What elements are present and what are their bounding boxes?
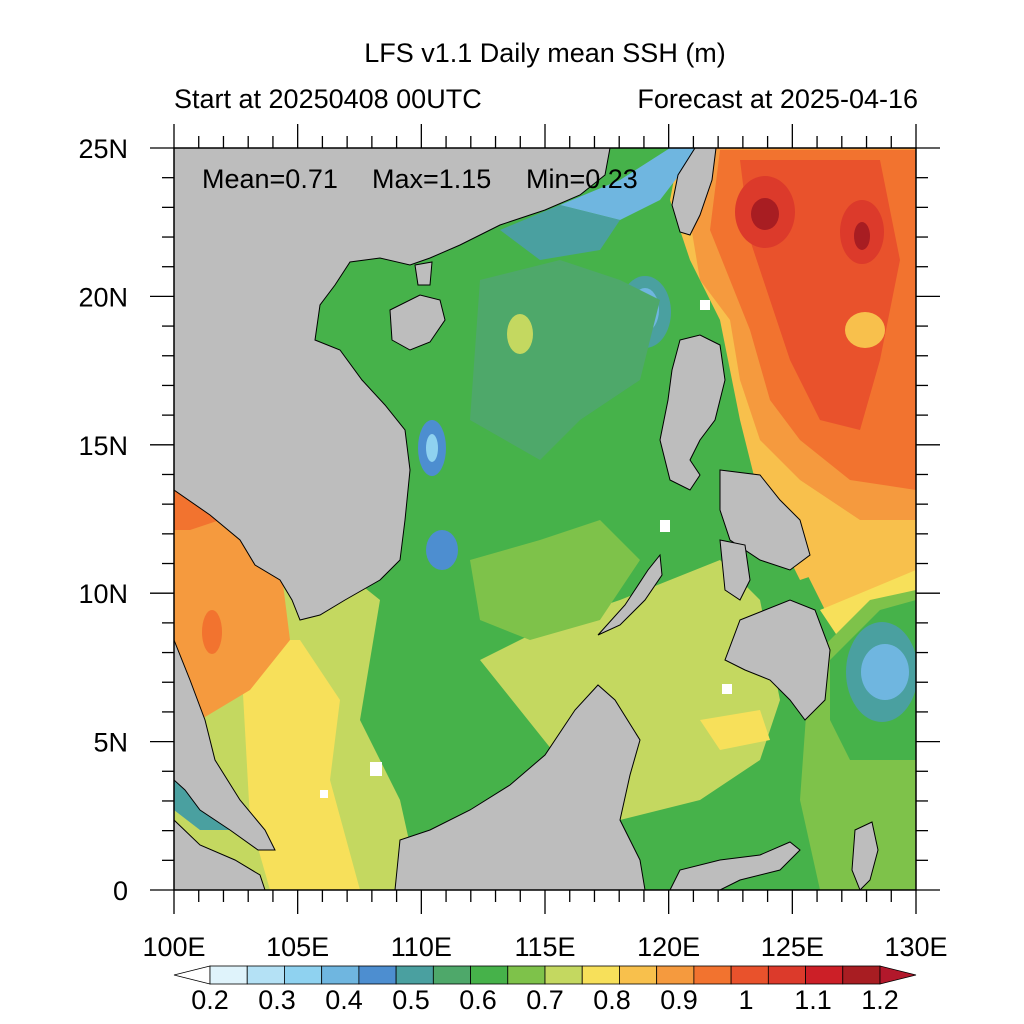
colorbar-swatch	[246, 965, 285, 985]
colorbar-swatch	[842, 965, 881, 985]
land-halmahera	[851, 821, 879, 890]
colorbar-swatch	[470, 965, 509, 985]
colorbar-label: 0.5	[392, 985, 430, 1015]
tick-marks	[150, 124, 940, 914]
ssh-region-core-b-inner	[854, 222, 870, 250]
land-malay-peninsula	[174, 639, 276, 851]
x-tick-label: 100E	[142, 932, 205, 962]
stats-text: Mean=0.71 Max=1.15 Min=0.23	[202, 164, 638, 194]
colorbar-label: 0.9	[660, 985, 698, 1015]
land-hainan	[389, 294, 446, 351]
tick-labels: 100E 105E 110E 115E 120E 125E 130E 0 5N 10N 15N 20N…	[78, 134, 947, 962]
y-tick-label: 25N	[78, 134, 128, 164]
land-central-islands	[719, 539, 751, 601]
colorbar-swatch	[209, 965, 248, 985]
ssh-region-low-d	[426, 530, 458, 570]
colorbar-swatch	[767, 965, 806, 985]
y-tick-label: 0	[113, 876, 128, 906]
x-tick-label: 110E	[391, 932, 452, 962]
forecast-date-label: Forecast at 2025-04-16	[637, 84, 918, 114]
x-tick-label: 130E	[884, 932, 947, 962]
stat-min: Min=0.23	[526, 164, 638, 194]
ssh-region-yellow-spot	[845, 312, 885, 348]
land-taiwan	[671, 148, 717, 236]
colorbar-label: 1.2	[861, 985, 899, 1015]
land-borneo	[394, 684, 646, 890]
colorbar-swatch	[432, 965, 471, 985]
ssh-region-low-teal-band	[470, 260, 660, 460]
land-palawan	[597, 553, 663, 636]
map-title: LFS v1.1 Daily mean SSH (m)	[364, 38, 726, 68]
colorbar-swatch	[284, 965, 323, 985]
ssh-field	[174, 148, 916, 890]
colorbar-swatch	[358, 965, 397, 985]
colorbar-swatch	[395, 965, 434, 985]
colorbar-swatch	[730, 965, 769, 985]
y-tick-label: 15N	[78, 431, 128, 461]
land-mainland-asia	[174, 148, 611, 621]
x-tick-label: 120E	[637, 932, 700, 962]
ssh-region-strait-teal	[500, 205, 620, 260]
colorbar-label: 0.8	[593, 985, 631, 1015]
colorbar-swatch	[656, 965, 695, 985]
y-tick-label: 20N	[78, 282, 128, 312]
stat-max: Max=1.15	[372, 164, 491, 194]
colorbar-swatch	[619, 965, 658, 985]
ssh-region-low-c-core	[426, 434, 438, 462]
colorbar-swatch	[544, 965, 583, 985]
colorbar-label: 1	[738, 985, 753, 1015]
y-tick-label: 10N	[78, 579, 128, 609]
ssh-region-pacific-transition	[800, 520, 916, 620]
land-leizhou	[414, 261, 433, 286]
colorbar-label: 0.7	[526, 985, 564, 1015]
colorbar-label: 0.3	[258, 985, 296, 1015]
ssh-region-strait-blue	[560, 148, 700, 220]
land-sumatra	[174, 819, 266, 890]
colorbar-swatch	[693, 965, 732, 985]
land-sulawesi	[669, 841, 801, 890]
land	[174, 148, 879, 890]
coastal-gaps	[320, 300, 732, 798]
colorbar-label: 0.2	[191, 985, 229, 1015]
x-tick-label: 115E	[514, 932, 575, 962]
colorbar-swatch	[321, 965, 360, 985]
land-mindanao	[724, 599, 831, 721]
x-tick-label: 125E	[761, 932, 824, 962]
land-luzon	[659, 334, 726, 491]
colorbar: 0.2 0.3 0.4 0.5 0.6 0.7 0.8 0.9 1 1.1 1.2	[173, 965, 917, 1015]
ssh-region-core-a-inner	[751, 198, 779, 230]
start-time-label: Start at 20250408 00UTC	[174, 84, 482, 114]
colorbar-swatch	[805, 965, 844, 985]
ssh-region-yellow-sulu	[700, 710, 770, 750]
ssh-region-gulf-core	[202, 610, 222, 654]
colorbar-label: 0.6	[459, 985, 497, 1015]
ssh-region-yellow-island	[507, 314, 533, 354]
colorbar-min-triangle	[173, 965, 211, 985]
y-tick-label: 5N	[93, 728, 128, 758]
ssh-region-0.7-b	[470, 520, 640, 640]
colorbar-swatch	[581, 965, 620, 985]
ssh-region-yellow-south	[240, 640, 360, 890]
ssh-region-mindanao-blue	[861, 644, 909, 700]
colorbar-label: 0.4	[325, 985, 363, 1015]
colorbar-label: 1.1	[794, 985, 832, 1015]
colorbar-swatch	[507, 965, 546, 985]
stat-mean: Mean=0.71	[202, 164, 338, 194]
colorbar-max-triangle	[879, 965, 917, 985]
x-tick-label: 105E	[266, 932, 329, 962]
